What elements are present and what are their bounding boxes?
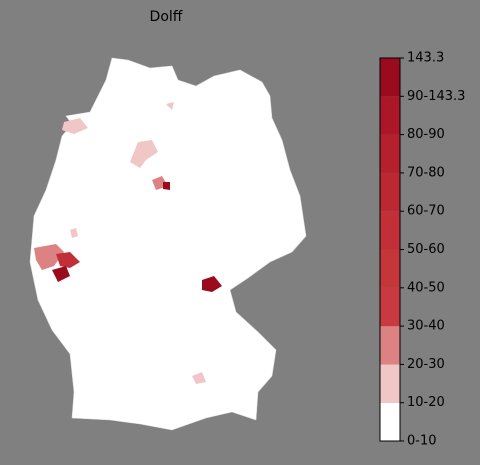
region	[70, 228, 78, 238]
colorbar-label: 80-90	[407, 127, 445, 142]
colorbar-segment	[380, 172, 400, 212]
colorbar-segment	[380, 211, 400, 250]
region	[192, 372, 206, 384]
region	[202, 276, 222, 292]
colorbar-label: 143.3	[407, 51, 444, 66]
colorbar-segment	[380, 249, 400, 288]
colorbar-label: 60-70	[407, 204, 445, 219]
region	[166, 102, 174, 110]
region	[62, 118, 88, 134]
colorbar-label: 90-143.3	[407, 89, 465, 104]
region	[130, 140, 158, 168]
colorbar-label: 50-60	[407, 242, 445, 257]
colorbar-segment	[380, 364, 400, 403]
germany-outline	[29, 57, 307, 431]
colorbar-segment	[380, 134, 400, 173]
colorbar-label: 30-40	[407, 319, 445, 334]
colorbar-label: 0-10	[407, 434, 437, 449]
colorbar: 0-10 10-20 20-30 30-40 40-50 50-60 60-70 70-80 8…	[379, 51, 465, 449]
colorbar-segment	[380, 326, 400, 365]
colorbar-segment	[380, 96, 400, 135]
colorbar-segment	[380, 287, 400, 327]
colorbar-label: 20-30	[407, 357, 445, 372]
colorbar-segment	[380, 402, 400, 441]
region	[163, 182, 170, 190]
colorbar-segment	[380, 58, 400, 97]
region	[56, 252, 80, 268]
colorbar-label: 70-80	[407, 165, 445, 180]
region	[34, 244, 64, 270]
map-title: Dolff	[150, 9, 183, 25]
colorbar-label: 40-50	[407, 280, 445, 295]
colorbar-label: 10-20	[407, 395, 445, 410]
region	[52, 266, 70, 282]
